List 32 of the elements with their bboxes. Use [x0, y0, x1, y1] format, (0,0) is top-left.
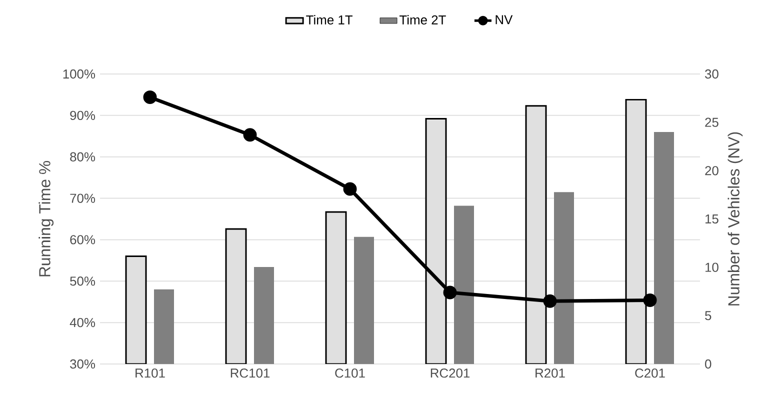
- point: [343, 182, 357, 196]
- x-tick-label: R101: [136, 368, 165, 378]
- x-tick-label: C201: [635, 368, 665, 378]
- point: [143, 90, 157, 104]
- y-tick-label: 100%: [63, 69, 96, 79]
- y-tick-label: 60%: [70, 235, 96, 244]
- legend-label: Time 2T: [400, 14, 446, 24]
- point: [643, 293, 657, 307]
- y-tick-label: 50%: [70, 276, 96, 286]
- y-tick-label: 30%: [70, 359, 96, 369]
- y2-tick-label: 0: [705, 359, 712, 369]
- y2-tick-label: 25: [705, 118, 718, 127]
- x-tick-label: R201: [536, 368, 565, 378]
- y2-tick-label: 30: [705, 69, 718, 79]
- y-tick-label: 40%: [70, 318, 96, 328]
- y2-tick-label: 15: [706, 214, 718, 224]
- y-tick-label: 90%: [70, 110, 96, 120]
- legend-label: Time 1T: [306, 14, 352, 24]
- y2-axis-title: Number of Vehicles (NV): [728, 132, 743, 306]
- point: [243, 128, 257, 142]
- x-tick-label: RC101: [230, 368, 270, 378]
- x-tick-label: RC201: [430, 368, 470, 378]
- legend-label: NV: [496, 15, 513, 24]
- y-tick-label: 70%: [70, 194, 96, 203]
- y2-tick-label: 5: [705, 311, 712, 320]
- y-axis-title: Running Time %: [38, 160, 54, 276]
- y2-tick-label: 20: [705, 166, 718, 176]
- y2-tick-label: 10: [706, 262, 718, 272]
- point: [443, 286, 457, 300]
- x-tick-label: C101: [335, 368, 365, 378]
- point: [543, 294, 557, 308]
- y-tick-label: 80%: [70, 152, 96, 162]
